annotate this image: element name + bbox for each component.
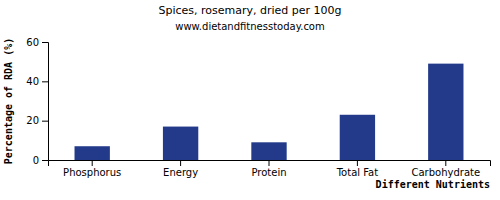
- tick: 20: [26, 115, 48, 126]
- tick: 60: [26, 37, 48, 48]
- tick-label: Phosphorus: [63, 167, 121, 178]
- chart: Spices, rosemary, dried per 100g www.diet…: [0, 0, 500, 200]
- axis-line: [42, 43, 49, 161]
- bar: [75, 146, 110, 160]
- tick: Energy: [163, 160, 198, 178]
- tick-mark: [42, 81, 48, 82]
- tick-label: 0: [33, 155, 39, 166]
- tick: Total Fat: [336, 160, 378, 178]
- bar: [251, 142, 286, 160]
- tick-mark: [180, 160, 181, 166]
- plot: 0 20 40 60 Phosphorus Energy Protein Total Fat C…: [26, 37, 490, 178]
- tick-mark: [357, 160, 358, 166]
- tick: 0: [33, 155, 48, 166]
- tick-label: Total Fat: [336, 167, 378, 178]
- bar: [163, 127, 198, 160]
- bar: [340, 115, 375, 160]
- tick: Phosphorus: [63, 160, 121, 178]
- tick-mark: [445, 160, 446, 166]
- tick-label: 20: [26, 115, 39, 126]
- tick-label: Carbohydrate: [411, 167, 480, 178]
- tick-mark: [42, 42, 48, 43]
- subtitle: www.dietandfitnesstoday.com: [175, 21, 324, 32]
- tick-mark: [269, 160, 270, 166]
- y-axis: 0 20 40 60: [26, 37, 48, 166]
- x-axis: Phosphorus Energy Protein Total Fat Carbohyd…: [49, 160, 491, 178]
- bar: [428, 64, 463, 160]
- tick: Carbohydrate: [411, 160, 480, 178]
- title: Spices, rosemary, dried per 100g: [158, 4, 341, 17]
- tick-mark: [42, 160, 48, 161]
- tick: 40: [26, 76, 48, 87]
- y-axis-title: Percentage of RDA (%): [3, 38, 14, 164]
- tick-mark: [42, 121, 48, 122]
- bars: [75, 64, 464, 160]
- tick-label: 40: [26, 76, 39, 87]
- tick-label: Protein: [251, 167, 286, 178]
- tick: Protein: [251, 160, 286, 178]
- axis-line: [49, 161, 491, 167]
- x-axis-title: Different Nutrients: [376, 179, 490, 190]
- tick-label: Energy: [163, 167, 198, 178]
- tick-mark: [92, 160, 93, 166]
- tick-label: 60: [26, 37, 39, 48]
